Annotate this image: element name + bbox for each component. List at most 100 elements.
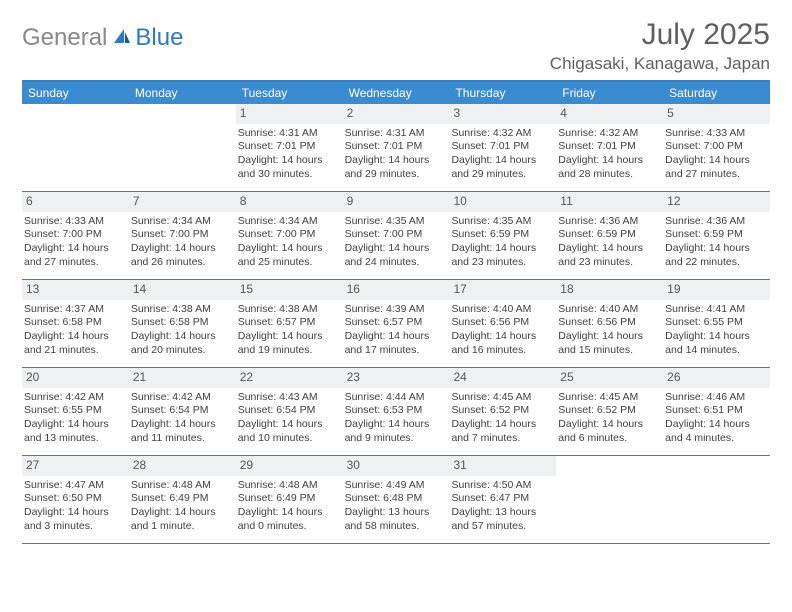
day-cell: 28Sunrise: 4:48 AMSunset: 6:49 PMDayligh… bbox=[129, 456, 236, 543]
logo-sail-icon bbox=[112, 27, 132, 50]
weekday-header: Sunday bbox=[22, 82, 129, 104]
day-number: 28 bbox=[129, 456, 236, 476]
day-cell: .. bbox=[22, 104, 129, 191]
day-number: 4 bbox=[556, 104, 663, 124]
calendar-grid: SundayMondayTuesdayWednesdayThursdayFrid… bbox=[22, 80, 770, 544]
day-number: 14 bbox=[129, 280, 236, 300]
weekday-header: Tuesday bbox=[236, 82, 343, 104]
day-details: Sunrise: 4:33 AMSunset: 7:00 PMDaylight:… bbox=[663, 124, 770, 186]
day-details: Sunrise: 4:34 AMSunset: 7:00 PMDaylight:… bbox=[236, 212, 343, 274]
header: General Blue July 2025 Chigasaki, Kanaga… bbox=[22, 18, 770, 74]
logo-text-part1: General bbox=[22, 24, 107, 52]
month-title: July 2025 bbox=[550, 18, 770, 52]
day-cell: 17Sunrise: 4:40 AMSunset: 6:56 PMDayligh… bbox=[449, 280, 556, 367]
day-details: Sunrise: 4:33 AMSunset: 7:00 PMDaylight:… bbox=[22, 212, 129, 274]
day-number: 8 bbox=[236, 192, 343, 212]
weekday-header: Thursday bbox=[449, 82, 556, 104]
day-number: 30 bbox=[343, 456, 450, 476]
day-cell: 14Sunrise: 4:38 AMSunset: 6:58 PMDayligh… bbox=[129, 280, 236, 367]
day-cell: 20Sunrise: 4:42 AMSunset: 6:55 PMDayligh… bbox=[22, 368, 129, 455]
day-cell: 31Sunrise: 4:50 AMSunset: 6:47 PMDayligh… bbox=[449, 456, 556, 543]
day-cell: 27Sunrise: 4:47 AMSunset: 6:50 PMDayligh… bbox=[22, 456, 129, 543]
day-details: Sunrise: 4:41 AMSunset: 6:55 PMDaylight:… bbox=[663, 300, 770, 362]
day-number: 2 bbox=[343, 104, 450, 124]
day-details: Sunrise: 4:35 AMSunset: 7:00 PMDaylight:… bbox=[343, 212, 450, 274]
logo-text-part2: Blue bbox=[135, 24, 183, 52]
day-number: 9 bbox=[343, 192, 450, 212]
weekday-header: Monday bbox=[129, 82, 236, 104]
day-cell: 12Sunrise: 4:36 AMSunset: 6:59 PMDayligh… bbox=[663, 192, 770, 279]
day-details: Sunrise: 4:36 AMSunset: 6:59 PMDaylight:… bbox=[556, 212, 663, 274]
day-details: Sunrise: 4:42 AMSunset: 6:54 PMDaylight:… bbox=[129, 388, 236, 450]
week-row: 13Sunrise: 4:37 AMSunset: 6:58 PMDayligh… bbox=[22, 280, 770, 368]
day-cell: 29Sunrise: 4:48 AMSunset: 6:49 PMDayligh… bbox=[236, 456, 343, 543]
day-cell: 21Sunrise: 4:42 AMSunset: 6:54 PMDayligh… bbox=[129, 368, 236, 455]
day-number: 6 bbox=[22, 192, 129, 212]
day-details: Sunrise: 4:34 AMSunset: 7:00 PMDaylight:… bbox=[129, 212, 236, 274]
week-row: 27Sunrise: 4:47 AMSunset: 6:50 PMDayligh… bbox=[22, 456, 770, 544]
day-details: Sunrise: 4:47 AMSunset: 6:50 PMDaylight:… bbox=[22, 476, 129, 538]
day-number: 3 bbox=[449, 104, 556, 124]
weeks-container: ....1Sunrise: 4:31 AMSunset: 7:01 PMDayl… bbox=[22, 104, 770, 544]
week-row: 20Sunrise: 4:42 AMSunset: 6:55 PMDayligh… bbox=[22, 368, 770, 456]
day-details: Sunrise: 4:48 AMSunset: 6:49 PMDaylight:… bbox=[129, 476, 236, 538]
weekday-header: Saturday bbox=[663, 82, 770, 104]
day-cell: 30Sunrise: 4:49 AMSunset: 6:48 PMDayligh… bbox=[343, 456, 450, 543]
logo: General Blue bbox=[22, 18, 183, 52]
day-number: 11 bbox=[556, 192, 663, 212]
day-number: 23 bbox=[343, 368, 450, 388]
day-details: Sunrise: 4:31 AMSunset: 7:01 PMDaylight:… bbox=[343, 124, 450, 186]
day-details: Sunrise: 4:40 AMSunset: 6:56 PMDaylight:… bbox=[556, 300, 663, 362]
day-number: 21 bbox=[129, 368, 236, 388]
day-number: 17 bbox=[449, 280, 556, 300]
day-number: 22 bbox=[236, 368, 343, 388]
day-details: Sunrise: 4:38 AMSunset: 6:57 PMDaylight:… bbox=[236, 300, 343, 362]
day-details: Sunrise: 4:45 AMSunset: 6:52 PMDaylight:… bbox=[449, 388, 556, 450]
day-cell: 22Sunrise: 4:43 AMSunset: 6:54 PMDayligh… bbox=[236, 368, 343, 455]
day-number: 18 bbox=[556, 280, 663, 300]
day-cell: 15Sunrise: 4:38 AMSunset: 6:57 PMDayligh… bbox=[236, 280, 343, 367]
day-cell: 18Sunrise: 4:40 AMSunset: 6:56 PMDayligh… bbox=[556, 280, 663, 367]
day-number: 27 bbox=[22, 456, 129, 476]
day-details: Sunrise: 4:39 AMSunset: 6:57 PMDaylight:… bbox=[343, 300, 450, 362]
day-details: Sunrise: 4:45 AMSunset: 6:52 PMDaylight:… bbox=[556, 388, 663, 450]
day-number: 24 bbox=[449, 368, 556, 388]
day-cell: .. bbox=[663, 456, 770, 543]
day-details: Sunrise: 4:35 AMSunset: 6:59 PMDaylight:… bbox=[449, 212, 556, 274]
day-cell: 7Sunrise: 4:34 AMSunset: 7:00 PMDaylight… bbox=[129, 192, 236, 279]
day-cell: 16Sunrise: 4:39 AMSunset: 6:57 PMDayligh… bbox=[343, 280, 450, 367]
weekday-header-row: SundayMondayTuesdayWednesdayThursdayFrid… bbox=[22, 82, 770, 104]
day-details: Sunrise: 4:49 AMSunset: 6:48 PMDaylight:… bbox=[343, 476, 450, 538]
day-cell: 11Sunrise: 4:36 AMSunset: 6:59 PMDayligh… bbox=[556, 192, 663, 279]
week-row: 6Sunrise: 4:33 AMSunset: 7:00 PMDaylight… bbox=[22, 192, 770, 280]
day-details: Sunrise: 4:31 AMSunset: 7:01 PMDaylight:… bbox=[236, 124, 343, 186]
day-cell: 19Sunrise: 4:41 AMSunset: 6:55 PMDayligh… bbox=[663, 280, 770, 367]
day-details: Sunrise: 4:48 AMSunset: 6:49 PMDaylight:… bbox=[236, 476, 343, 538]
day-cell: .. bbox=[129, 104, 236, 191]
day-number: 16 bbox=[343, 280, 450, 300]
day-cell: 26Sunrise: 4:46 AMSunset: 6:51 PMDayligh… bbox=[663, 368, 770, 455]
day-details: Sunrise: 4:44 AMSunset: 6:53 PMDaylight:… bbox=[343, 388, 450, 450]
day-number: 15 bbox=[236, 280, 343, 300]
day-cell: 10Sunrise: 4:35 AMSunset: 6:59 PMDayligh… bbox=[449, 192, 556, 279]
day-cell: 24Sunrise: 4:45 AMSunset: 6:52 PMDayligh… bbox=[449, 368, 556, 455]
weekday-header: Wednesday bbox=[343, 82, 450, 104]
day-number: 31 bbox=[449, 456, 556, 476]
day-details: Sunrise: 4:32 AMSunset: 7:01 PMDaylight:… bbox=[556, 124, 663, 186]
day-cell: 1Sunrise: 4:31 AMSunset: 7:01 PMDaylight… bbox=[236, 104, 343, 191]
day-cell: .. bbox=[556, 456, 663, 543]
day-number: 29 bbox=[236, 456, 343, 476]
day-number: 19 bbox=[663, 280, 770, 300]
day-cell: 13Sunrise: 4:37 AMSunset: 6:58 PMDayligh… bbox=[22, 280, 129, 367]
day-cell: 8Sunrise: 4:34 AMSunset: 7:00 PMDaylight… bbox=[236, 192, 343, 279]
day-cell: 23Sunrise: 4:44 AMSunset: 6:53 PMDayligh… bbox=[343, 368, 450, 455]
day-number: 10 bbox=[449, 192, 556, 212]
day-number: 20 bbox=[22, 368, 129, 388]
week-row: ....1Sunrise: 4:31 AMSunset: 7:01 PMDayl… bbox=[22, 104, 770, 192]
day-number: 26 bbox=[663, 368, 770, 388]
location: Chigasaki, Kanagawa, Japan bbox=[550, 54, 770, 74]
day-details: Sunrise: 4:37 AMSunset: 6:58 PMDaylight:… bbox=[22, 300, 129, 362]
day-details: Sunrise: 4:32 AMSunset: 7:01 PMDaylight:… bbox=[449, 124, 556, 186]
day-cell: 5Sunrise: 4:33 AMSunset: 7:00 PMDaylight… bbox=[663, 104, 770, 191]
day-details: Sunrise: 4:42 AMSunset: 6:55 PMDaylight:… bbox=[22, 388, 129, 450]
